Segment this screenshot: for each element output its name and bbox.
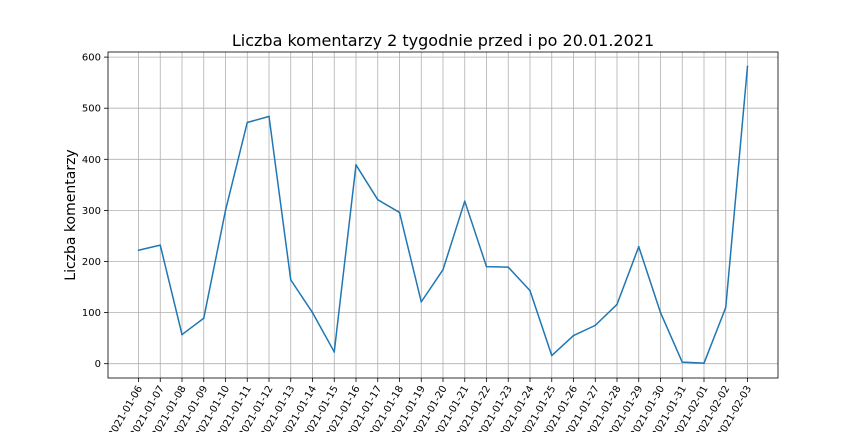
grid-lines xyxy=(108,52,778,378)
data-point xyxy=(637,245,640,248)
y-tick-label: 0 xyxy=(95,359,101,370)
y-tick-label: 400 xyxy=(82,155,101,166)
data-point xyxy=(202,317,205,320)
data-point xyxy=(420,301,423,303)
chart-title: Liczba komentarzy 2 tygodnie przed i po … xyxy=(232,31,654,50)
data-point xyxy=(181,333,183,336)
data-point xyxy=(311,311,314,314)
data-point xyxy=(333,351,336,353)
data-point xyxy=(550,354,553,357)
data-point xyxy=(268,115,270,118)
data-point xyxy=(159,244,162,246)
data-point xyxy=(485,265,488,268)
data-point xyxy=(616,303,618,306)
y-tick-label: 200 xyxy=(82,257,101,268)
series-layer xyxy=(137,65,749,364)
data-point xyxy=(289,279,292,281)
data-point xyxy=(507,266,510,268)
y-tick-label: 300 xyxy=(82,206,101,217)
axis-ticks: 2021-01-062021-01-072021-01-082021-01-09… xyxy=(82,53,754,432)
data-point xyxy=(224,209,227,212)
data-point xyxy=(594,324,597,327)
data-point xyxy=(463,200,466,202)
data-point xyxy=(529,289,531,292)
data-point xyxy=(659,311,662,314)
data-point xyxy=(703,362,705,364)
data-point xyxy=(681,361,684,363)
data-point xyxy=(355,164,357,166)
data-point xyxy=(398,211,401,214)
data-point xyxy=(724,306,727,309)
data-point xyxy=(746,65,749,68)
data-point xyxy=(376,198,379,201)
y-tick-label: 500 xyxy=(82,104,101,115)
data-point xyxy=(137,249,140,252)
data-point xyxy=(572,334,575,337)
y-tick-label: 600 xyxy=(82,53,101,64)
y-axis-label: Liczba komentarzy xyxy=(63,149,79,280)
data-point xyxy=(442,268,444,271)
y-tick-label: 100 xyxy=(82,308,101,319)
data-point xyxy=(246,121,249,124)
